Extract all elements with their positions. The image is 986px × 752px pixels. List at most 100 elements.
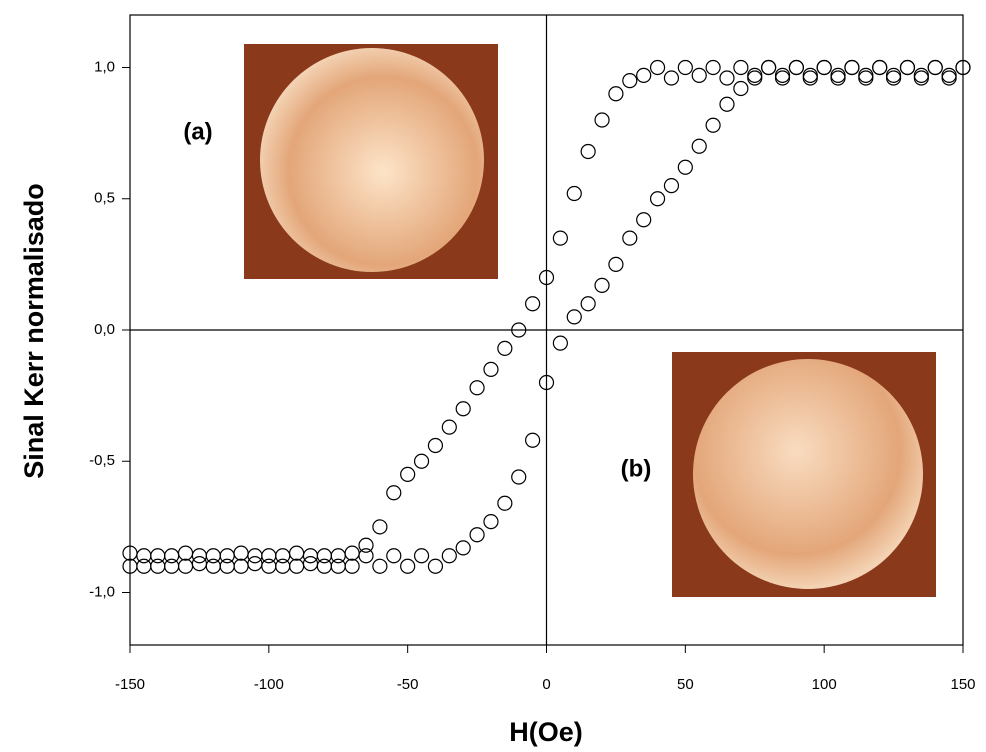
point: [137, 549, 151, 563]
point: [484, 515, 498, 529]
point: [248, 557, 262, 571]
point: [276, 549, 290, 563]
point: [664, 71, 678, 85]
point: [734, 61, 748, 75]
point: [845, 61, 859, 75]
inset-b: [672, 352, 936, 597]
point: [290, 546, 304, 560]
point: [706, 118, 720, 132]
point: [526, 433, 540, 447]
point: [387, 486, 401, 500]
point: [498, 496, 512, 510]
point: [206, 559, 220, 573]
x-tick-label: -150: [115, 676, 145, 693]
y-tick-label: 0,0: [94, 321, 115, 338]
point: [303, 549, 317, 563]
point: [165, 549, 179, 563]
point: [734, 82, 748, 96]
point: [678, 160, 692, 174]
point: [553, 336, 567, 350]
x-tick-label: -50: [397, 676, 419, 693]
point: [303, 557, 317, 571]
point: [345, 559, 359, 573]
y-tick-label: -0,5: [89, 452, 115, 469]
point: [498, 341, 512, 355]
point: [720, 71, 734, 85]
point: [678, 61, 692, 75]
point: [401, 467, 415, 481]
chart: (a) (b) H(Oe) Sinal Kerr normalisado -15…: [0, 0, 986, 752]
point: [373, 520, 387, 534]
point: [456, 402, 470, 416]
point: [706, 61, 720, 75]
point: [248, 549, 262, 563]
annotation: (a): [183, 118, 212, 145]
point: [428, 439, 442, 453]
point: [192, 549, 206, 563]
x-tick-label: 150: [950, 676, 975, 693]
point: [928, 61, 942, 75]
point: [415, 549, 429, 563]
point: [595, 113, 609, 127]
point: [873, 61, 887, 75]
point: [220, 549, 234, 563]
point: [637, 68, 651, 82]
x-tick-label: 50: [677, 676, 694, 693]
point: [345, 546, 359, 560]
point: [484, 362, 498, 376]
point: [470, 528, 484, 542]
x-tick-label: -100: [254, 676, 284, 693]
y-tick-label: -1,0: [89, 583, 115, 600]
point: [151, 559, 165, 573]
point: [192, 557, 206, 571]
point: [442, 420, 456, 434]
point: [234, 559, 248, 573]
point: [262, 559, 276, 573]
point: [179, 559, 193, 573]
point: [789, 61, 803, 75]
point: [428, 559, 442, 573]
point: [526, 297, 540, 311]
annotation: (b): [621, 455, 652, 482]
point: [609, 87, 623, 101]
point: [817, 61, 831, 75]
x-tick-label: 0: [542, 676, 550, 693]
point: [609, 257, 623, 271]
y-axis-label: Sinal Kerr normalisado: [19, 183, 49, 479]
point: [567, 187, 581, 201]
point: [512, 470, 526, 484]
point: [664, 179, 678, 193]
point: [581, 297, 595, 311]
point: [179, 546, 193, 560]
point: [415, 454, 429, 468]
point: [762, 61, 776, 75]
point: [331, 549, 345, 563]
x-axis-label: H(Oe): [509, 717, 583, 747]
point: [401, 559, 415, 573]
y-tick-label: 1,0: [94, 58, 115, 75]
point: [720, 97, 734, 111]
point: [470, 381, 484, 395]
point: [567, 310, 581, 324]
point: [317, 559, 331, 573]
point: [373, 559, 387, 573]
x-tick-label: 100: [812, 676, 837, 693]
point: [637, 213, 651, 227]
point: [595, 278, 609, 292]
point: [692, 68, 706, 82]
point: [442, 549, 456, 563]
y-tick-label: 0,5: [94, 190, 115, 207]
point: [581, 145, 595, 159]
point: [387, 549, 401, 563]
point: [553, 231, 567, 245]
point: [359, 549, 373, 563]
point: [900, 61, 914, 75]
point: [651, 61, 665, 75]
point: [623, 74, 637, 88]
point: [651, 192, 665, 206]
point: [692, 139, 706, 153]
point: [290, 559, 304, 573]
point: [623, 231, 637, 245]
inset-a: [244, 44, 498, 279]
point: [456, 541, 470, 555]
